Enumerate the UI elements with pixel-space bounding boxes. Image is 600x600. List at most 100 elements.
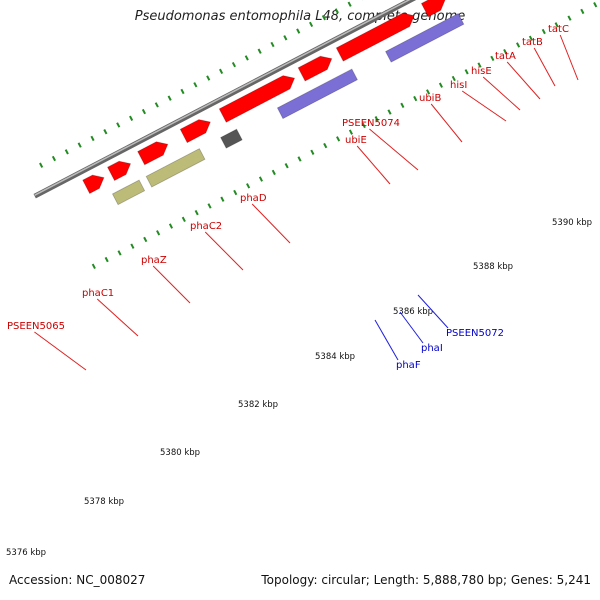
tick-mark bbox=[231, 61, 236, 68]
tick-mark bbox=[233, 189, 238, 196]
tick-mark bbox=[103, 129, 108, 135]
tick-mark bbox=[334, 8, 339, 14]
gene-label-forward: ubiB bbox=[419, 93, 441, 104]
tick-mark bbox=[271, 169, 276, 176]
genome-summary-text: Topology: circular; Length: 5,888,780 bp… bbox=[261, 573, 591, 587]
scale-label: 5380 kbp bbox=[160, 448, 200, 458]
tick-mark bbox=[413, 95, 418, 102]
scale-label: 5390 kbp bbox=[552, 218, 592, 228]
tick-mark bbox=[387, 109, 392, 115]
tick-mark bbox=[244, 55, 249, 61]
scale-label: 5382 kbp bbox=[238, 400, 278, 410]
gene-leader-line bbox=[96, 298, 139, 337]
scale-label: 5384 kbp bbox=[315, 352, 355, 362]
tick-mark bbox=[206, 75, 211, 81]
tick-mark bbox=[154, 102, 159, 108]
tick-mark bbox=[348, 129, 353, 135]
tick-mark bbox=[181, 216, 186, 223]
gene-label-forward: PSEEN5065 bbox=[7, 321, 65, 332]
tick-row-outer bbox=[39, 0, 364, 168]
tick-mark bbox=[156, 230, 161, 236]
tick-mark bbox=[129, 115, 134, 121]
gene-leader-line bbox=[374, 319, 399, 361]
gene-leader-line bbox=[152, 265, 191, 304]
tick-mark bbox=[490, 55, 495, 62]
tick-mark bbox=[220, 196, 225, 202]
tick-mark bbox=[451, 75, 456, 82]
tick-mark bbox=[347, 1, 352, 7]
tick-mark bbox=[567, 15, 572, 21]
gene-leader-line bbox=[417, 294, 449, 329]
tick-mark bbox=[168, 223, 174, 229]
tick-mark bbox=[516, 42, 521, 48]
tick-mark bbox=[400, 102, 405, 109]
scale-label: 5388 kbp bbox=[473, 262, 513, 272]
tick-mark bbox=[167, 95, 172, 101]
gene-box-pseen5065 bbox=[220, 128, 243, 149]
gene-box-phac1 bbox=[276, 68, 358, 120]
tick-mark bbox=[219, 68, 224, 75]
tick-row-inner bbox=[91, 2, 598, 269]
gene-leader-line bbox=[251, 203, 291, 244]
tick-mark bbox=[90, 135, 95, 142]
gene-label-forward: ubiE bbox=[345, 135, 367, 146]
gene-leader-line bbox=[559, 34, 579, 81]
gene-label-forward: PSEEN5074 bbox=[342, 118, 400, 129]
gene-label-reverse: phaI bbox=[421, 343, 443, 354]
forward-cds-arrow bbox=[420, 0, 446, 18]
tick-mark bbox=[296, 28, 301, 34]
tick-mark bbox=[309, 21, 314, 28]
tick-mark bbox=[246, 183, 251, 189]
gene-leader-line bbox=[369, 128, 419, 171]
tick-mark bbox=[91, 263, 96, 269]
gene-label-forward: phaC2 bbox=[190, 221, 222, 232]
gene-leader-line bbox=[356, 145, 391, 185]
gene-label-forward: phaZ bbox=[141, 255, 167, 266]
tick-mark bbox=[336, 136, 341, 142]
tick-mark bbox=[104, 256, 109, 263]
accession-text: Accession: NC_008027 bbox=[9, 573, 146, 587]
tick-mark bbox=[503, 48, 508, 55]
gene-leader-line bbox=[204, 231, 244, 271]
tick-mark bbox=[207, 203, 212, 209]
tick-mark bbox=[541, 28, 546, 35]
tick-mark bbox=[528, 35, 533, 41]
tick-mark bbox=[426, 89, 431, 95]
tick-mark bbox=[464, 69, 469, 75]
tick-mark bbox=[117, 250, 122, 256]
tick-mark bbox=[374, 116, 379, 122]
tick-mark bbox=[130, 243, 135, 249]
tick-mark bbox=[141, 108, 146, 115]
backbone-highlight bbox=[34, 0, 411, 196]
tick-mark bbox=[143, 236, 148, 243]
gene-label-forward: tatA bbox=[495, 51, 516, 62]
tick-mark bbox=[361, 122, 366, 129]
scale-label: 5386 kbp bbox=[393, 307, 433, 317]
forward-cds-arrow bbox=[179, 119, 211, 144]
tick-mark bbox=[270, 41, 275, 48]
tick-mark bbox=[257, 48, 262, 54]
forward-cds-arrow bbox=[218, 75, 296, 123]
tick-mark bbox=[193, 82, 198, 88]
gene-label-forward: phaC1 bbox=[82, 288, 114, 299]
backbone-line bbox=[33, 0, 417, 199]
tick-mark bbox=[438, 82, 443, 88]
tick-mark bbox=[180, 88, 185, 95]
gene-label-forward: tatC bbox=[548, 24, 569, 35]
tick-mark bbox=[554, 22, 559, 28]
olive-gene-box bbox=[145, 148, 206, 188]
gene-label-forward: hisE bbox=[471, 66, 492, 77]
gene-label-forward: phaD bbox=[240, 193, 267, 204]
tick-mark bbox=[194, 209, 199, 216]
tick-mark bbox=[258, 176, 263, 182]
forward-cds-arrow bbox=[297, 55, 333, 82]
tick-mark bbox=[283, 35, 288, 41]
gene-box-phac2 bbox=[385, 13, 465, 63]
tick-mark bbox=[64, 149, 69, 155]
forward-cds-arrow bbox=[107, 160, 132, 182]
gene-leader-line bbox=[430, 103, 463, 143]
forward-cds-arrow bbox=[82, 174, 105, 195]
tick-mark bbox=[77, 142, 82, 148]
gene-label-reverse: phaF bbox=[396, 360, 421, 371]
